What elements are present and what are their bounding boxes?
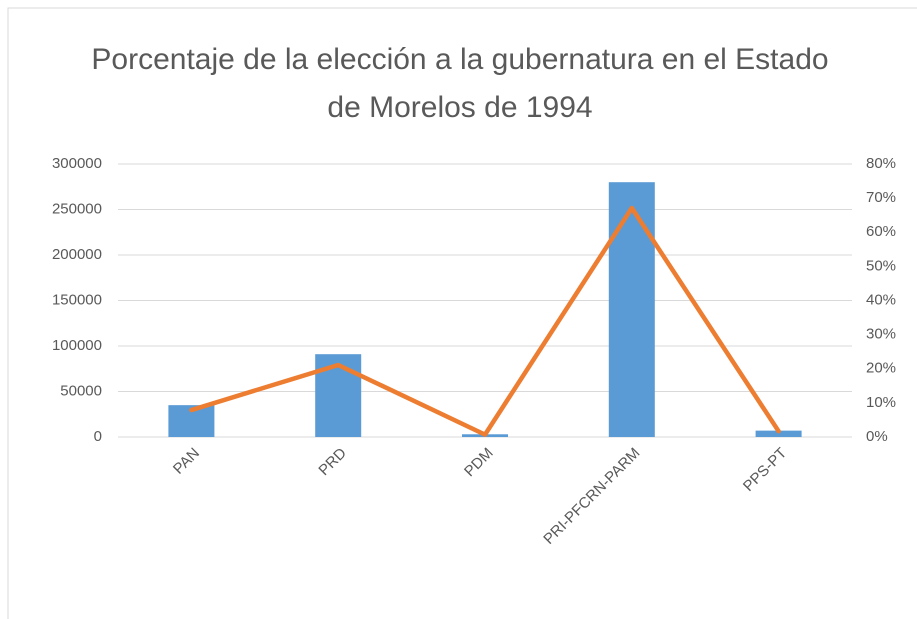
x-tick-label: PRI-PFCRN-PARM [540, 445, 643, 548]
chart-frame [7, 7, 917, 619]
y2-tick-label: 0% [866, 428, 888, 445]
y-tick-label: 300000 [52, 155, 102, 172]
y2-tick-label: 30% [866, 326, 896, 343]
y2-tick-label: 70% [866, 189, 896, 206]
y2-tick-label: 50% [866, 257, 896, 274]
y-tick-label: 150000 [52, 291, 102, 308]
bar [608, 182, 655, 437]
line [189, 205, 781, 437]
y-tick-label: 0 [94, 428, 102, 445]
x-tick-label: PRD [315, 444, 350, 479]
x-tick-label: PDM [461, 445, 497, 481]
y-tick-label: 100000 [52, 337, 102, 354]
x-tick-label: PPS-PT [740, 445, 790, 495]
y-tick-label: 200000 [52, 246, 102, 263]
x-tick-label: PAN [170, 445, 203, 478]
y2-tick-label: 80% [866, 155, 896, 172]
y2-tick-label: 60% [866, 223, 896, 240]
y-tick-label: 50000 [60, 382, 102, 399]
chart-title: Porcentaje de la elección a la gubernatu… [91, 43, 829, 124]
y-tick-label: 250000 [52, 200, 102, 217]
y2-tick-label: 20% [866, 360, 896, 377]
y2-tick-label: 10% [866, 394, 896, 411]
y2-tick-label: 40% [866, 291, 896, 308]
bar [755, 430, 802, 437]
